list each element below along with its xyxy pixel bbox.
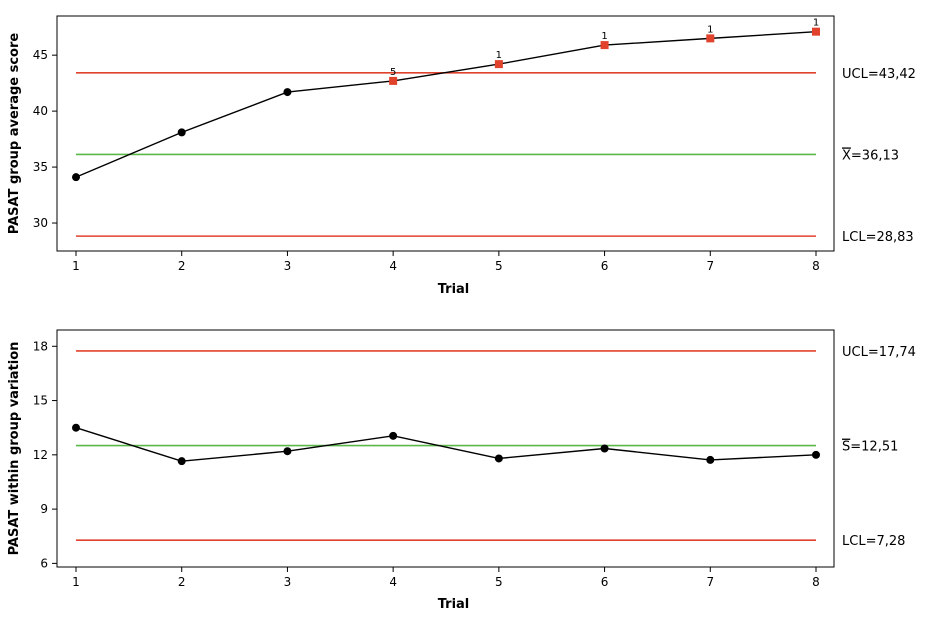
y-tick-label: 18 xyxy=(33,339,48,353)
flagged-data-point xyxy=(706,34,715,43)
flagged-data-point xyxy=(812,27,820,36)
plot-frame xyxy=(56,15,835,252)
test-failure-label: 1 xyxy=(496,50,502,61)
x-axis-title: Trial xyxy=(438,597,470,612)
x-tick-label: 4 xyxy=(389,575,397,589)
data-point xyxy=(812,450,820,459)
center-line-symbol: X xyxy=(842,148,851,163)
x-tick-label: 1 xyxy=(72,575,80,589)
test-failure-label: 1 xyxy=(601,31,607,42)
x-tick-label: 7 xyxy=(706,259,714,273)
flagged-data-point xyxy=(389,76,398,85)
x-tick-label: 1 xyxy=(72,259,80,273)
data-point xyxy=(706,455,715,464)
data-point xyxy=(283,88,292,97)
data-point xyxy=(72,423,80,432)
y-axis-title: PASAT group average score xyxy=(7,33,22,235)
x-tick-label: 8 xyxy=(812,575,820,589)
y-tick-label: 30 xyxy=(33,216,48,230)
data-point xyxy=(177,128,186,137)
y-tick-label: 15 xyxy=(33,394,48,408)
x-tick-label: 7 xyxy=(706,575,714,589)
center-line-label: S=12,51 xyxy=(842,440,898,455)
center-line-value: =36,13 xyxy=(851,148,899,163)
lcl-line-label: LCL=7,28 xyxy=(842,534,905,549)
x-tick-label: 2 xyxy=(178,575,186,589)
data-point xyxy=(600,444,609,453)
x-tick-label: 3 xyxy=(284,259,292,273)
y-axis-title: PASAT within group variation xyxy=(7,342,22,556)
test-failure-label: 1 xyxy=(707,24,713,35)
ucl-line-label: UCL=43,42 xyxy=(842,67,916,82)
x-tick-label: 2 xyxy=(178,259,186,273)
y-tick-label: 35 xyxy=(33,160,48,174)
center-line-label: X=36,13 xyxy=(842,148,899,163)
y-tick-label: 6 xyxy=(40,556,48,570)
y-tick-label: 45 xyxy=(33,48,48,62)
data-point xyxy=(494,454,503,463)
series-line xyxy=(75,427,817,462)
test-failure-label: 5 xyxy=(390,67,396,78)
y-tick-label: 12 xyxy=(33,448,48,462)
x-tick-label: 6 xyxy=(601,575,609,589)
test-failure-label: 1 xyxy=(813,18,819,29)
x-tick-label: 6 xyxy=(601,259,609,273)
x-tick-label: 8 xyxy=(812,259,820,273)
center-line-value: =12,51 xyxy=(850,440,898,455)
center-line-symbol: S xyxy=(842,440,850,455)
plot-frame xyxy=(56,329,835,568)
y-tick-label: 40 xyxy=(33,104,48,118)
flagged-data-point xyxy=(494,60,503,69)
y-tick-label: 9 xyxy=(40,502,48,516)
series-line xyxy=(75,30,817,178)
x-tick-label: 3 xyxy=(284,575,292,589)
data-point xyxy=(177,457,186,466)
x-tick-label: 5 xyxy=(495,575,503,589)
flagged-data-point xyxy=(600,41,609,50)
lcl-line-label: LCL=28,83 xyxy=(842,230,914,245)
x-tick-label: 5 xyxy=(495,259,503,273)
ucl-line-label: UCL=17,74 xyxy=(842,345,916,360)
data-point xyxy=(283,447,292,456)
data-point xyxy=(72,173,80,182)
x-tick-label: 4 xyxy=(389,259,397,273)
data-point xyxy=(389,431,398,440)
x-axis-title: Trial xyxy=(438,282,470,297)
